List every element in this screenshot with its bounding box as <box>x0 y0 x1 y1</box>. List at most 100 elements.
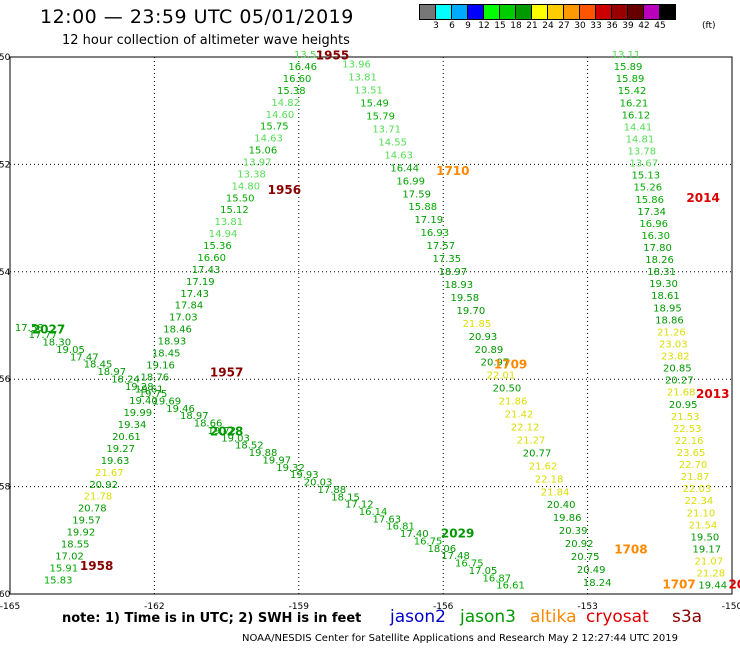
swh-value-label: 17.43 <box>180 289 209 300</box>
swh-value-label: 18.45 <box>84 360 113 371</box>
swh-value-label: 17.19 <box>414 215 443 226</box>
swh-value-label: 21.87 <box>681 472 710 483</box>
swh-value-label: 18.52 <box>235 441 264 452</box>
swh-value-label: 17.80 <box>643 243 672 254</box>
swh-value-label: 21.78 <box>84 492 113 503</box>
swh-value-label: 21.67 <box>95 468 124 479</box>
swh-value-label: 15.91 <box>50 563 79 574</box>
swh-value-label: 13.78 <box>628 147 657 158</box>
swh-value-label: 21.26 <box>657 327 686 338</box>
colorbar-tick-label: 18 <box>510 21 522 31</box>
x-tick-label: -153 <box>577 602 597 612</box>
swh-value-label: 15.86 <box>635 195 664 206</box>
x-tick-label: -165 <box>0 602 20 612</box>
swh-value-label: 22.53 <box>673 424 702 435</box>
y-tick-label: -54 <box>0 268 11 278</box>
colorbar-tick-label: 45 <box>654 21 666 31</box>
swh-value-label: 19.93 <box>290 470 319 481</box>
swh-value-label: 15.75 <box>260 122 289 133</box>
swh-value-label: 22.34 <box>685 496 714 507</box>
swh-value-label: 18.30 <box>42 338 71 349</box>
swh-value-label: 20.85 <box>663 364 692 375</box>
swh-value-label: 16.81 <box>386 522 415 533</box>
swh-value-label: 21.86 <box>499 397 528 408</box>
swh-value-label: 19.05 <box>56 345 85 356</box>
pass-time-label: 1955 <box>316 49 349 63</box>
y-tick-label: -56 <box>0 375 11 385</box>
swh-value-label: 19.16 <box>146 360 175 371</box>
colorbar-tick-label: 30 <box>574 21 586 31</box>
swh-value-label: 14.82 <box>271 98 300 109</box>
swh-value-label: 14.94 <box>209 229 238 240</box>
swh-value-label: 18.93 <box>445 280 474 291</box>
swh-value-label: 13.38 <box>237 169 266 180</box>
swh-value-label: 19.97 <box>262 455 291 466</box>
swh-value-label: 13.11 <box>612 50 641 61</box>
pass-time-label: 1709 <box>494 357 527 371</box>
swh-value-label: 18.86 <box>655 315 684 326</box>
legend-cryosat: cryosat <box>586 607 649 627</box>
colorbar-unit: (ft) <box>702 21 716 31</box>
swh-value-label: 17.58 <box>15 323 44 334</box>
swh-value-label: 18.15 <box>331 492 360 503</box>
swh-value-label: 14.41 <box>624 122 653 133</box>
swh-value-label: 18.66 <box>194 419 223 430</box>
swh-value-label: 22.18 <box>535 474 564 485</box>
legend-s3a: s3a <box>672 607 703 627</box>
colorbar-tick-label: 6 <box>449 21 455 31</box>
swh-value-label: 21.54 <box>689 520 718 531</box>
swh-value-label: 19.86 <box>553 513 582 524</box>
swh-value-label: 15.89 <box>614 62 643 73</box>
pass-time-label: 1957 <box>210 366 243 380</box>
swh-value-label: 17.48 <box>441 551 470 562</box>
swh-value-label: 22.12 <box>511 422 540 433</box>
legend-jason3: jason3 <box>460 607 516 627</box>
swh-value-label: 13.81 <box>214 217 243 228</box>
swh-value-label: 22.03 <box>683 484 712 495</box>
swh-value-label: 20.61 <box>112 432 141 443</box>
colorbar-tick-label: 36 <box>606 21 618 31</box>
swh-value-label: 15.26 <box>633 183 662 194</box>
pass-time-label: 1708 <box>614 543 647 557</box>
swh-value-label: 19.99 <box>123 408 152 419</box>
swh-value-label: 17.47 <box>70 352 99 363</box>
swh-value-label: 19.30 <box>649 279 678 290</box>
y-tick-label: -52 <box>0 160 10 170</box>
swh-value-label: 20.78 <box>78 504 107 515</box>
swh-value-label: 15.13 <box>631 171 660 182</box>
swh-value-label: 15.49 <box>360 99 389 110</box>
colorbar-swatch <box>659 4 676 20</box>
pass-time-label: 1958 <box>80 559 113 573</box>
swh-value-label: 17.19 <box>186 277 215 288</box>
swh-value-label: 21.68 <box>667 388 696 399</box>
chart-note: note: 1) Time is in UTC; 2) SWH is in fe… <box>62 611 362 626</box>
swh-value-label: 21.62 <box>529 461 558 472</box>
swh-value-label: 20.77 <box>523 448 552 459</box>
swh-value-label: 17.43 <box>192 265 221 276</box>
swh-value-label: 17.35 <box>432 254 461 265</box>
swh-value-label: 17.57 <box>426 241 455 252</box>
swh-value-label: 21.84 <box>541 487 570 498</box>
swh-value-label: 16.44 <box>390 163 419 174</box>
swh-value-label: 18.06 <box>428 544 457 555</box>
swh-value-label: 21.10 <box>687 508 716 519</box>
swh-value-label: 18.97 <box>180 411 209 422</box>
swh-value-label: 23.82 <box>661 352 690 363</box>
swh-value-label: 17.63 <box>372 514 401 525</box>
colorbar <box>419 4 676 20</box>
swh-value-label: 15.83 <box>44 575 73 586</box>
swh-value-label: 19.75 <box>139 389 168 400</box>
swh-value-label: 16.61 <box>496 581 525 592</box>
swh-value-label: 21.42 <box>505 410 534 421</box>
swh-value-label: 16.87 <box>483 573 512 584</box>
swh-value-label: 21.07 <box>694 557 723 568</box>
swh-value-label: 18.93 <box>158 337 187 348</box>
y-tick-label: -58 <box>0 483 11 493</box>
swh-value-label: 16.46 <box>288 62 317 73</box>
pass-time-label: 2027 <box>32 323 65 337</box>
chart-subtitle: 12 hour collection of altimeter wave hei… <box>62 33 350 48</box>
swh-value-label: 14.81 <box>626 134 655 145</box>
swh-value-label: 16.75 <box>455 559 484 570</box>
colorbar-tick-label: 21 <box>526 21 538 31</box>
